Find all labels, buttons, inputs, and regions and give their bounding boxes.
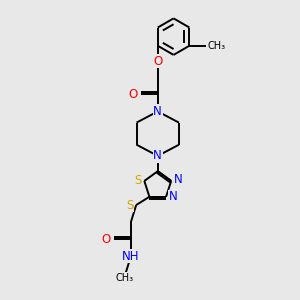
Text: N: N: [153, 149, 162, 162]
Text: N: N: [153, 105, 162, 118]
Text: CH₃: CH₃: [115, 273, 133, 283]
Text: CH₃: CH₃: [207, 41, 225, 51]
Text: O: O: [128, 88, 137, 101]
Text: O: O: [101, 233, 110, 246]
Text: N: N: [173, 173, 182, 186]
Text: S: S: [127, 199, 134, 212]
Text: N: N: [168, 190, 177, 203]
Text: S: S: [135, 175, 142, 188]
Text: NH: NH: [122, 250, 140, 263]
Text: O: O: [153, 55, 162, 68]
